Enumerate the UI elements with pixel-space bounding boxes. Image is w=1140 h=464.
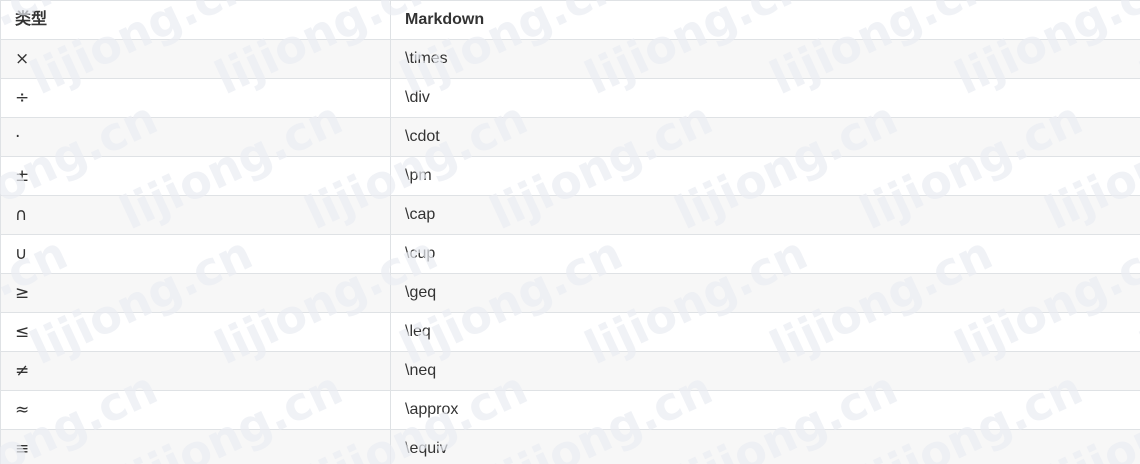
table-row: ≡ \equiv [0, 429, 1140, 464]
symbol-cell: ≈ [0, 390, 391, 430]
markdown-cell: \cdot [390, 117, 1140, 157]
markdown-cell: \approx [390, 390, 1140, 430]
symbol-cell: × [0, 39, 391, 79]
markdown-cell: \leq [390, 312, 1140, 352]
markdown-cell: \equiv [390, 429, 1140, 464]
table-header-row: 类型 Markdown [0, 0, 1140, 40]
symbol-cell: ≥ [0, 273, 391, 313]
symbol-cell: ≡ [0, 429, 391, 464]
markdown-cell: \neq [390, 351, 1140, 391]
markdown-cell: \pm [390, 156, 1140, 196]
table-row: ∩ \cap [0, 195, 1140, 235]
symbol-cell: ÷ [0, 78, 391, 118]
symbol-cell: ∩ [0, 195, 391, 235]
table-row: ± \pm [0, 156, 1140, 196]
table-row: ÷ \div [0, 78, 1140, 118]
column-header-type: 类型 [0, 0, 391, 40]
markdown-cell: \times [390, 39, 1140, 79]
table-row: · \cdot [0, 117, 1140, 157]
markdown-cell: \cup [390, 234, 1140, 274]
table-row: × \times [0, 39, 1140, 79]
markdown-cell: \cap [390, 195, 1140, 235]
table-row: ≠ \neq [0, 351, 1140, 391]
symbol-cell: ≠ [0, 351, 391, 391]
table-row: ∪ \cup [0, 234, 1140, 274]
column-header-markdown: Markdown [390, 0, 1140, 40]
markdown-cell: \div [390, 78, 1140, 118]
symbol-cell: · [0, 117, 391, 157]
table-row: ≥ \geq [0, 273, 1140, 313]
symbol-cell: ± [0, 156, 391, 196]
symbol-cell: ∪ [0, 234, 391, 274]
table-row: ≤ \leq [0, 312, 1140, 352]
symbol-cell: ≤ [0, 312, 391, 352]
markdown-cell: \geq [390, 273, 1140, 313]
table-row: ≈ \approx [0, 390, 1140, 430]
